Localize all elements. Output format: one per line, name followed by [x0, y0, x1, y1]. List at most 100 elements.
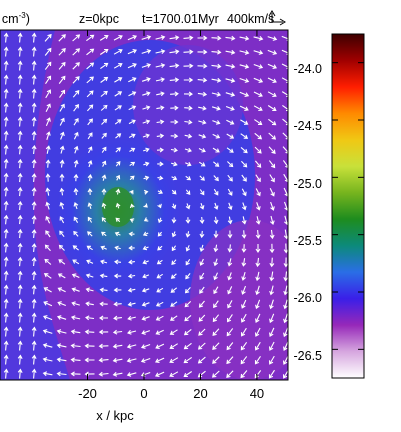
velocity-arrow [17, 354, 23, 365]
velocity-arrow [99, 287, 108, 293]
colorbar-tick-label-4: -26.0 [294, 291, 323, 305]
velocity-arrow [142, 133, 150, 139]
velocity-arrow [17, 201, 23, 211]
velocity-arrow [59, 117, 65, 126]
velocity-arrow [268, 355, 275, 365]
velocity-arrow [212, 328, 220, 337]
velocity-arrow [17, 256, 23, 267]
colorbar-tick-label-1: -24.5 [294, 119, 323, 133]
velocity-arrow [213, 161, 220, 167]
velocity-arrow [225, 105, 235, 111]
velocity-arrow [269, 271, 275, 282]
velocity-arrow [17, 158, 23, 169]
velocity-arrow [128, 231, 135, 237]
velocity-arrow [44, 244, 51, 252]
velocity-arrow [155, 315, 164, 321]
velocity-arrow [85, 315, 95, 321]
velocity-arrow [141, 330, 150, 335]
velocity-arrow [114, 91, 123, 97]
velocity-arrow [199, 286, 205, 294]
velocity-arrow [84, 343, 95, 349]
velocity-arrow [17, 144, 23, 155]
velocity-arrow [211, 63, 222, 69]
velocity-arrow [240, 341, 248, 351]
velocity-arrow [87, 174, 93, 182]
velocity-arrow [255, 174, 261, 183]
velocity-arrow [129, 218, 135, 223]
velocity-arrow [170, 91, 179, 97]
velocity-arrow [31, 368, 37, 379]
velocity-arrow [17, 284, 23, 295]
velocity-arrow [255, 313, 261, 324]
colorbar-frame [331, 33, 365, 379]
chart-title: /g cm-3) z=0kpc t=1700.01Myr 400km/s [0, 10, 286, 26]
velocity-arrow [254, 355, 261, 365]
velocity-arrow [31, 88, 37, 99]
velocity-arrow [17, 340, 23, 351]
velocity-arrow [45, 117, 51, 127]
velocity-arrow [226, 342, 234, 351]
velocity-arrow [88, 146, 93, 154]
velocity-arrow [212, 120, 221, 125]
velocity-arrow [241, 299, 247, 309]
velocity-arrow [17, 298, 23, 309]
velocity-arrow [58, 61, 66, 70]
velocity-arrow [56, 357, 67, 363]
velocity-arrow [212, 314, 220, 323]
velocity-arrow [143, 175, 150, 181]
velocity-arrow [126, 358, 137, 363]
velocity-arrow [155, 63, 166, 68]
velocity-arrow [86, 76, 94, 84]
velocity-arrow [59, 103, 65, 112]
colorbar-tick-label-0: -24.0 [294, 62, 323, 76]
velocity-arrow [45, 103, 51, 113]
velocity-arrow [213, 286, 219, 295]
velocity-arrow [3, 270, 9, 281]
velocity-arrow [128, 119, 136, 125]
velocity-arrow [269, 257, 275, 268]
velocity-arrow [169, 49, 180, 55]
velocity-arrow [44, 47, 52, 56]
velocity-arrow [170, 133, 179, 139]
velocity-arrow [17, 60, 23, 71]
velocity-arrow [170, 287, 178, 293]
velocity-arrow [213, 202, 219, 210]
velocity-arrow [114, 77, 123, 83]
velocity-arrow [31, 201, 37, 210]
velocity-arrow [101, 174, 107, 181]
velocity-arrow [198, 328, 206, 336]
velocity-arrow [73, 202, 79, 210]
velocity-arrow [17, 32, 23, 43]
velocity-arrow [58, 259, 66, 265]
velocity-arrow [142, 259, 149, 265]
velocity-arrow [241, 174, 247, 182]
velocity-arrow [240, 160, 248, 168]
velocity-arrow [169, 371, 179, 378]
title-quantity: /g cm-3) [0, 11, 30, 26]
velocity-arrow [84, 329, 95, 335]
velocity-arrow [283, 243, 288, 254]
velocity-arrow [3, 214, 9, 225]
velocity-arrow [72, 48, 81, 56]
velocity-arrow [241, 230, 247, 239]
velocity-arrow [270, 201, 275, 211]
velocity-arrow [211, 35, 222, 41]
velocity-arrow [127, 49, 138, 55]
velocity-arrow [113, 63, 123, 69]
velocity-arrow [282, 132, 288, 140]
velocity-arrow [269, 327, 275, 338]
velocity-arrow [114, 245, 121, 251]
velocity-arrow [3, 116, 9, 127]
velocity-arrow [59, 159, 65, 168]
velocity-arrow [31, 60, 37, 71]
velocity-arrow [31, 229, 37, 238]
x-tick-label-2: 20 [193, 386, 207, 401]
velocity-arrow [154, 371, 165, 377]
velocity-arrow [239, 91, 250, 97]
velocity-arrow [140, 343, 151, 349]
velocity-arrow [100, 76, 109, 83]
velocity-arrow [240, 356, 248, 365]
velocity-arrow [170, 301, 178, 307]
velocity-arrow [115, 188, 121, 195]
